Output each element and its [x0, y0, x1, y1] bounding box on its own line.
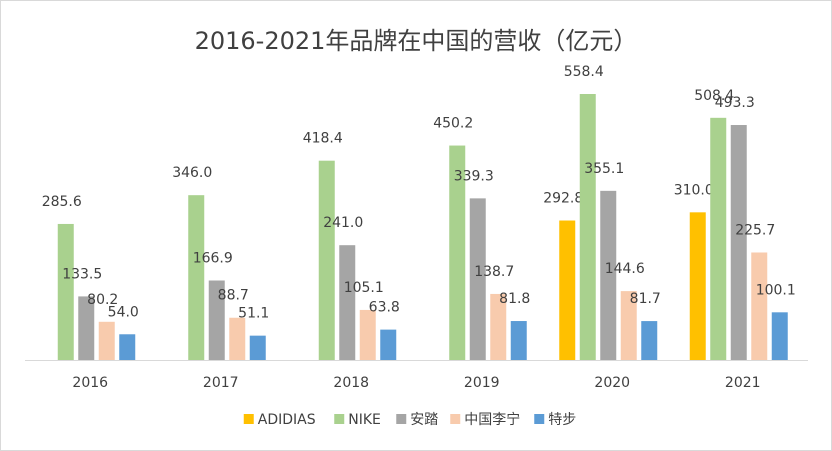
bar [600, 190, 617, 360]
bar [469, 198, 486, 360]
value-label: 310.0 [674, 182, 714, 198]
bar [339, 245, 356, 360]
value-label: 493.3 [715, 95, 755, 111]
bar [689, 212, 706, 360]
value-label: 355.1 [584, 161, 624, 177]
value-label: 81.8 [499, 291, 530, 307]
value-label: 241.0 [323, 215, 363, 231]
bar [490, 293, 507, 360]
legend-swatch [450, 414, 461, 424]
x-tick-label: 2020 [594, 375, 630, 391]
x-tick-label: 2021 [725, 375, 761, 391]
value-label: 138.7 [474, 264, 514, 280]
legend-label: 安踏 [410, 412, 438, 428]
value-label: 80.2 [87, 292, 118, 308]
x-tick-label: 2017 [203, 375, 239, 391]
value-label: 81.7 [630, 291, 661, 307]
bar [229, 317, 246, 360]
value-label: 508.4 [694, 88, 734, 104]
bar [641, 321, 658, 360]
value-label: 133.5 [62, 266, 102, 282]
bar [188, 195, 205, 360]
value-label: 558.4 [564, 64, 604, 80]
value-label: 418.4 [303, 131, 343, 147]
value-label: 54.0 [108, 304, 139, 320]
value-label: 285.6 [42, 194, 82, 210]
bar [208, 280, 225, 360]
bar [119, 334, 136, 360]
bar [318, 160, 335, 360]
value-label: 51.1 [238, 306, 269, 322]
x-tick-label: 2019 [464, 375, 500, 391]
bar [771, 312, 788, 360]
value-label: 63.8 [369, 300, 400, 316]
value-label: 292.8 [543, 191, 583, 207]
bar [449, 145, 466, 360]
value-label: 144.6 [605, 261, 645, 277]
legend-swatch [396, 414, 407, 424]
bar [249, 335, 266, 360]
legend-label: NIKE [348, 412, 381, 428]
bar [730, 125, 747, 360]
legend-swatch [243, 414, 254, 424]
x-tick-label: 2018 [333, 375, 369, 391]
legend-label: 中国李宁 [464, 411, 520, 428]
value-label: 105.1 [344, 280, 384, 296]
bar [710, 117, 727, 360]
bar [579, 94, 596, 360]
value-label: 225.7 [735, 222, 775, 238]
bar [78, 296, 95, 360]
value-label: 100.1 [756, 282, 796, 298]
bar [510, 321, 527, 360]
bar [98, 321, 115, 360]
bar [359, 309, 376, 360]
value-label: 339.3 [454, 168, 494, 184]
bar [380, 329, 397, 360]
legend-swatch [334, 414, 345, 424]
bar [559, 220, 576, 360]
legend-label: 特步 [548, 412, 576, 428]
value-label: 166.9 [193, 250, 233, 266]
bar [751, 252, 768, 360]
value-label: 450.2 [433, 116, 473, 132]
value-label: 88.7 [218, 288, 249, 304]
x-tick-label: 2016 [72, 375, 108, 391]
bar [620, 291, 637, 360]
legend-swatch [534, 414, 545, 424]
chart-title: 2016-2021年品牌在中国的营收（亿元） [195, 27, 638, 55]
legend-label: ADIDIAS [258, 412, 316, 428]
bar [57, 223, 74, 360]
value-label: 346.0 [172, 165, 212, 181]
